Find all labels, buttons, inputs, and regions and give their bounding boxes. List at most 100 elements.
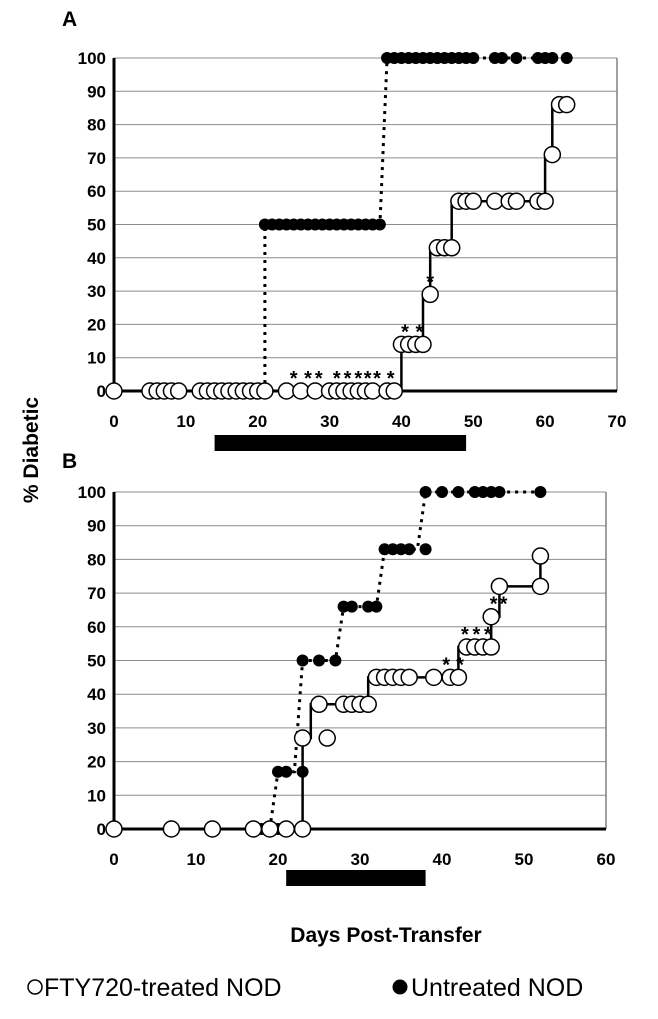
fty720-point xyxy=(543,145,562,164)
y-tick-label: 90 xyxy=(87,82,106,101)
x-tick-label: 40 xyxy=(392,412,411,431)
untreated-point xyxy=(362,600,375,613)
untreated-point xyxy=(510,52,523,64)
significance-star: * xyxy=(415,321,423,343)
significance-star: * xyxy=(461,624,469,646)
fty720-point xyxy=(105,382,123,400)
untreated-point xyxy=(386,543,399,556)
fty720-point xyxy=(421,285,439,304)
fty720-point xyxy=(105,820,123,838)
fty720-point xyxy=(557,95,576,114)
x-tick-label: 30 xyxy=(320,412,339,431)
legend: FTY720-treated NOD Untreated NOD xyxy=(27,974,583,1002)
y-tick-label: 80 xyxy=(87,550,106,569)
untreated-point xyxy=(296,654,309,667)
x-tick-label: 20 xyxy=(269,850,288,869)
significance-star: * xyxy=(387,368,395,390)
fty720-point xyxy=(464,192,483,210)
fty720-point xyxy=(482,607,500,626)
untreated-point xyxy=(467,52,480,64)
fty720-point xyxy=(293,729,312,747)
fty720-point xyxy=(277,820,295,838)
fty720-point xyxy=(256,382,274,400)
y-tick-label: 50 xyxy=(87,652,106,671)
y-tick-label: 60 xyxy=(87,618,106,637)
fty720-point xyxy=(310,695,328,714)
x-tick-label: 40 xyxy=(433,850,452,869)
significance-star: * xyxy=(333,368,341,390)
legend-fty720-marker xyxy=(27,979,43,995)
x-tick-label: 10 xyxy=(187,850,206,869)
legend-untreated-marker xyxy=(392,979,408,995)
significance-star: * xyxy=(304,368,312,390)
significance-star: * xyxy=(426,271,434,293)
untreated-point xyxy=(477,486,489,498)
significance-star: * xyxy=(500,594,508,616)
y-tick-label: 20 xyxy=(87,753,106,772)
significance-star: * xyxy=(290,368,298,390)
untreated-point xyxy=(329,654,342,667)
fty720-point xyxy=(425,668,443,687)
legend-fty720-label: FTY720-treated NOD xyxy=(44,974,282,1002)
untreated-point xyxy=(493,486,506,498)
untreated-point xyxy=(373,218,386,231)
x-tick-label: 30 xyxy=(351,850,370,869)
fty720-step-line xyxy=(114,103,560,393)
panel-label: B xyxy=(62,450,77,473)
fty720-point xyxy=(490,577,509,596)
fty720-point xyxy=(449,668,468,687)
fty720-point xyxy=(536,192,554,210)
fty720-point xyxy=(442,239,461,257)
fty720-point xyxy=(169,382,188,400)
y-tick-label: 40 xyxy=(87,249,106,268)
y-tick-label: 10 xyxy=(87,786,106,805)
untreated-point xyxy=(403,543,416,556)
treatment-period-bar xyxy=(214,435,467,451)
fty720-point xyxy=(531,577,550,596)
untreated-point xyxy=(560,52,573,64)
y-tick-label: 0 xyxy=(97,820,106,839)
y-tick-label: 30 xyxy=(87,282,106,301)
significance-star: * xyxy=(442,654,450,676)
x-tick-label: 0 xyxy=(109,850,118,869)
fty720-point xyxy=(244,820,263,838)
significance-star: * xyxy=(473,624,481,646)
fty720-point xyxy=(486,192,504,210)
untreated-point xyxy=(378,543,391,556)
x-tick-label: 10 xyxy=(176,412,195,431)
untreated-point xyxy=(370,600,383,613)
y-tick-label: 30 xyxy=(87,719,106,738)
significance-star: * xyxy=(490,594,498,616)
significance-star: * xyxy=(373,368,381,390)
significance-star: * xyxy=(354,368,362,390)
y-tick-label: 70 xyxy=(87,149,106,168)
y-tick-label: 0 xyxy=(97,382,106,401)
untreated-point xyxy=(345,600,358,613)
untreated-point xyxy=(468,486,481,498)
x-tick-label: 0 xyxy=(109,412,118,431)
fty720-point xyxy=(359,695,377,714)
untreated-point xyxy=(496,52,509,64)
fty720-point xyxy=(507,192,526,210)
untreated-point xyxy=(395,543,407,556)
significance-star: * xyxy=(315,368,323,390)
fty720-point xyxy=(385,382,403,400)
untreated-point xyxy=(419,486,432,498)
y-tick-label: 100 xyxy=(78,483,106,502)
x-tick-label: 70 xyxy=(608,412,627,431)
y-tick-label: 20 xyxy=(87,315,106,334)
untreated-point xyxy=(485,486,498,498)
fty720-point xyxy=(414,335,432,354)
treatment-period-bar xyxy=(286,870,426,886)
significance-star: * xyxy=(401,321,409,343)
fty720-point xyxy=(162,820,181,838)
untreated-point xyxy=(419,543,432,556)
y-tick-label: 60 xyxy=(87,182,106,201)
untreated-point xyxy=(313,654,325,667)
y-tick-label: 40 xyxy=(87,685,106,704)
y-tick-label: 50 xyxy=(87,216,106,235)
y-tick-label: 70 xyxy=(87,584,106,603)
